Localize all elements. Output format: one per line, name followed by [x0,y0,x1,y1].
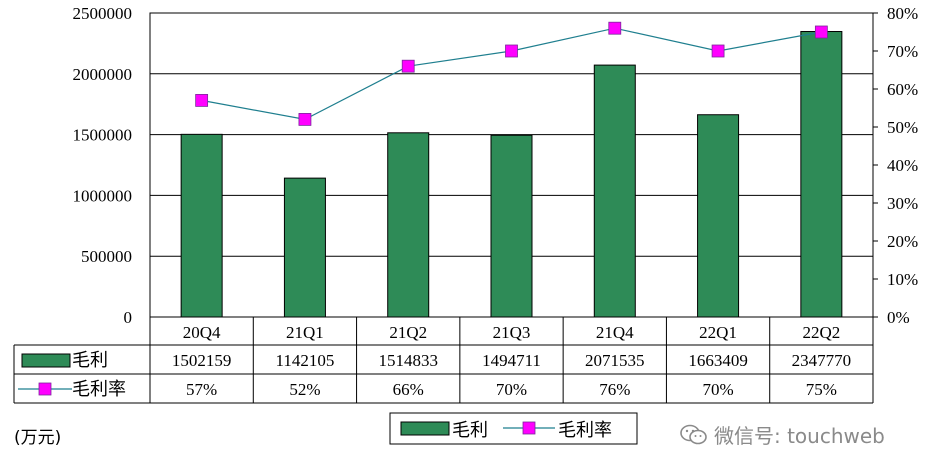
y-left-tick-label: 0 [124,308,133,327]
table-value-line: 57% [186,380,217,399]
x-tick-label: 21Q3 [493,323,531,342]
table-row-label-bar: 毛利 [72,350,108,371]
table-value-bar: 1514833 [378,351,438,370]
x-tick-label: 21Q1 [286,323,324,342]
y-right-tick-label: 80% [887,4,918,23]
y-right-tick-label: 40% [887,156,918,175]
x-tick-label: 22Q2 [802,323,840,342]
line-marker [814,25,828,39]
line-marker [608,21,622,35]
table-row-label-line: 毛利率 [72,379,126,400]
table-value-line: 70% [702,380,733,399]
watermark: 微信号: touchweb [680,420,885,449]
table-value-bar: 2071535 [585,351,645,370]
table-value-line: 75% [806,380,837,399]
y-left-tick-label: 500000 [81,247,132,266]
line-marker [401,59,415,73]
bar [697,114,740,318]
table-key-bar [21,353,71,368]
unit-label: (万元) [14,428,62,448]
table-value-bar: 1502159 [172,351,232,370]
line-marker [711,44,725,58]
table-value-bar: 2347770 [792,351,852,370]
table-value-bar: 1494711 [482,351,541,370]
watermark-text: 微信号: touchweb [714,424,885,448]
bar [387,132,430,318]
y-left-tick-label: 2500000 [73,4,133,23]
table-value-bar: 1663409 [688,351,748,370]
legend-label-bar: 毛利 [452,420,488,441]
table-value-line: 70% [496,380,527,399]
bar [800,31,843,318]
y-left-tick-label: 1000000 [73,186,133,205]
line-marker [505,44,518,58]
bar [180,133,223,318]
x-tick-label: 20Q4 [183,323,221,342]
x-tick-label: 21Q4 [596,323,634,342]
line-marker [195,94,209,107]
bar [490,134,533,318]
bar [593,64,636,318]
table-value-line: 76% [599,380,630,399]
x-tick-label: 22Q1 [699,323,737,342]
x-tick-label: 21Q2 [389,323,427,342]
y-left-tick-label: 1500000 [73,126,133,145]
table-value-line: 52% [289,380,320,399]
wechat-icon [680,424,708,446]
y-right-tick-label: 50% [887,118,918,137]
y-right-tick-label: 70% [887,42,918,61]
legend-label-line: 毛利率 [558,420,612,441]
table-value-bar: 1142105 [275,351,334,370]
y-right-tick-label: 20% [887,232,918,251]
y-right-tick-label: 30% [887,194,918,213]
y-left-tick-label: 2000000 [73,65,133,84]
legend-key-bar [400,421,450,436]
y-right-tick-label: 60% [887,80,918,99]
y-right-tick-label: 0% [887,308,910,327]
y-right-tick-label: 10% [887,270,918,289]
table-key-marker [38,382,52,396]
table-value-line: 66% [393,380,424,399]
legend-key-marker [522,421,536,435]
bar [283,177,326,318]
line-marker [298,113,312,126]
